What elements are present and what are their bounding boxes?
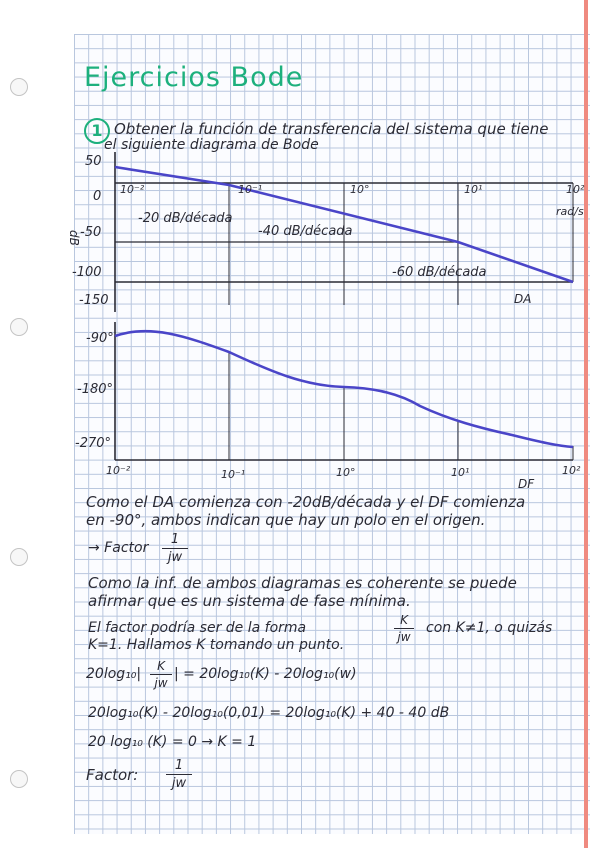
fraction-denominator: jw <box>171 776 187 791</box>
fraction-bar <box>166 774 192 775</box>
magnitude-x-tick: 10⁻² <box>120 183 145 196</box>
phase-plot: -90° -180° -270° 10⁻² 10⁻¹ 10° 10¹ 10² D… <box>75 322 581 491</box>
note-line: Como la inf. de ambos diagramas es coher… <box>88 574 517 592</box>
phase-tag: DF <box>518 477 535 491</box>
magnitude-y-tick: 50 <box>85 154 102 169</box>
magnitude-y-tick: 0 <box>93 189 101 204</box>
equation-3: 20 log₁₀ (K) = 0 → K = 1 <box>88 734 257 750</box>
magnitude-x-tick: 10² <box>566 183 585 196</box>
fraction-numerator: K <box>400 613 408 627</box>
phase-x-tick: 10¹ <box>451 466 469 479</box>
note-line: K=1. Hallamos K tomando un punto. <box>88 637 345 653</box>
phase-y-tick: -90° <box>86 331 114 346</box>
note-line: El factor podría ser de la forma <box>88 620 307 636</box>
binder-hole <box>10 770 28 788</box>
phase-x-tick: 10⁻¹ <box>221 468 245 481</box>
slope-annotation: -40 dB/década <box>258 224 353 239</box>
magnitude-y-tick: -100 <box>72 265 102 280</box>
phase-y-tick: -180° <box>77 382 113 397</box>
statement-line-1: Obtener la función de transferencia del … <box>114 120 549 138</box>
frequency-unit: rad/s <box>556 205 584 218</box>
note-line: afirmar que es un sistema de fase mínima… <box>88 592 411 610</box>
factor-label: → Factor <box>88 540 149 556</box>
note-line: en -90°, ambos indican que hay un polo e… <box>86 511 486 529</box>
fraction-numerator: 1 <box>170 532 180 547</box>
equation-1-end: | = 20log₁₀(K) - 20log₁₀(w) <box>174 666 357 682</box>
phase-x-tick: 10° <box>336 466 356 479</box>
fraction-denominator: jw <box>167 550 183 565</box>
phase-x-tick: 10⁻² <box>106 464 131 477</box>
fraction-bar <box>162 548 188 549</box>
fraction-numerator: 1 <box>174 758 184 773</box>
magnitude-y-tick: -50 <box>80 225 101 240</box>
statement-line-2: el siguiente diagrama de Bode <box>104 137 319 153</box>
fraction-numerator: K <box>157 659 165 673</box>
final-factor-label: Factor: <box>86 766 139 784</box>
magnitude-y-tick: -150 <box>79 293 109 308</box>
magnitude-y-label: dB <box>67 230 81 246</box>
binder-hole <box>10 78 28 96</box>
magnitude-tag: DA <box>514 292 531 306</box>
phase-curve <box>114 329 574 449</box>
fraction-bar <box>150 674 172 675</box>
fraction-denominator: jw <box>154 676 168 690</box>
final-factor-fraction: 1 jw <box>166 758 192 791</box>
magnitude-plot: 50 0 -50 -100 -150 dB 10⁻² 10⁻¹ 10° 10¹ … <box>67 152 585 312</box>
eq1-fraction: K jw <box>150 659 172 690</box>
magnitude-curve <box>114 165 574 284</box>
exercise-number: 1 <box>84 118 110 144</box>
phase-x-tick: 10² <box>562 464 581 477</box>
factor-fraction: 1 jw <box>162 532 188 565</box>
magnitude-x-tick: 10¹ <box>464 183 482 196</box>
magnitude-x-tick: 10⁻¹ <box>238 183 262 196</box>
margin-line <box>584 0 588 848</box>
k-fraction: K jw <box>394 613 414 644</box>
note-line: con K≠1, o quizás <box>426 620 553 636</box>
equation-2: 20log₁₀(K) - 20log₁₀(0,01) = 20log₁₀(K) … <box>88 705 450 721</box>
equation-1-start: 20log₁₀| <box>86 666 142 682</box>
fraction-denominator: jw <box>397 630 411 644</box>
fraction-bar <box>394 628 414 629</box>
binder-hole <box>10 318 28 336</box>
binder-hole <box>10 548 28 566</box>
slope-annotation: -20 dB/década <box>138 211 233 226</box>
slope-annotation: -60 dB/década <box>392 265 487 280</box>
page-title: Ejercicios Bode <box>84 62 304 93</box>
phase-y-tick: -270° <box>75 436 111 451</box>
magnitude-x-tick: 10° <box>350 183 370 196</box>
note-line: Como el DA comienza con -20dB/década y e… <box>86 493 526 511</box>
